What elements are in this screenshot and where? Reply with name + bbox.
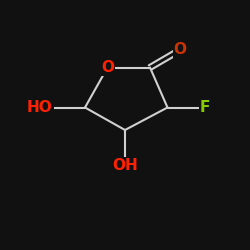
Text: F: F	[200, 100, 210, 115]
Text: O: O	[101, 60, 114, 75]
Text: O: O	[174, 42, 186, 58]
Text: OH: OH	[112, 158, 138, 172]
Text: HO: HO	[27, 100, 53, 115]
